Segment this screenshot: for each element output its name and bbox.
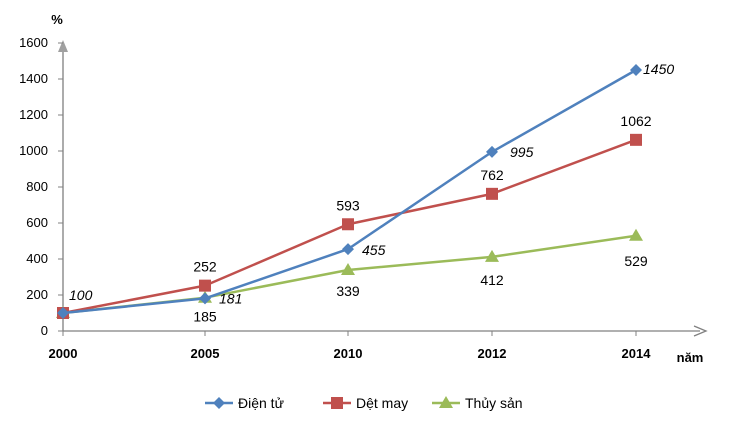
legend: Điện tử Dệt may Thủy sản	[205, 395, 523, 411]
legend-marker	[213, 397, 225, 409]
series-lines	[56, 64, 643, 319]
data-label: 529	[624, 253, 648, 269]
data-point	[341, 262, 355, 275]
x-tick-labels: 2000 2005 2010 2012 2014	[49, 346, 652, 361]
x-axis-arrow	[693, 325, 708, 337]
data-labels: 100 181 455 995 1450 252 593 762 1062 185 339 412 52…	[69, 61, 674, 325]
y-tick-label: 800	[26, 179, 48, 194]
legend-label: Thủy sản	[465, 395, 523, 411]
data-label: 593	[336, 197, 360, 213]
y-axis-label: %	[51, 12, 63, 27]
data-label: 1062	[620, 113, 651, 129]
y-tick-label: 200	[26, 287, 48, 302]
data-label: 455	[362, 242, 386, 258]
data-point	[630, 133, 642, 146]
data-label: 181	[219, 290, 242, 306]
data-point	[486, 145, 498, 158]
y-tick-label: 1000	[19, 143, 48, 158]
axes	[58, 40, 708, 337]
y-tick-label: 1200	[19, 107, 48, 122]
data-label: 252	[193, 259, 217, 275]
x-tick-label: 2005	[191, 346, 220, 361]
data-label: 1450	[643, 61, 674, 77]
x-tick-label: 2000	[49, 346, 78, 361]
y-tick-label: 400	[26, 251, 48, 266]
data-label: 995	[510, 144, 534, 160]
x-tick-label: 2012	[478, 346, 507, 361]
y-tick-label: 600	[26, 215, 48, 230]
data-label: 762	[480, 167, 504, 183]
legend-marker	[439, 396, 453, 408]
data-point	[199, 279, 211, 292]
y-axis-arrow	[58, 40, 68, 52]
data-point	[199, 292, 211, 305]
data-point	[629, 228, 643, 241]
x-tick-label: 2010	[334, 346, 363, 361]
legend-marker	[331, 397, 343, 409]
legend-label: Điện tử	[238, 395, 284, 411]
data-label: 185	[193, 309, 217, 325]
data-point	[342, 218, 354, 231]
data-point	[630, 64, 642, 76]
y-tick-label: 0	[41, 323, 48, 338]
data-point	[486, 187, 498, 200]
data-label: 339	[336, 283, 360, 299]
y-tick-labels: 0 200 400 600 800 1000 1200 1400 1600	[19, 35, 48, 338]
data-point	[342, 243, 354, 256]
data-label: 412	[480, 272, 504, 288]
data-point	[57, 307, 69, 319]
data-point	[485, 249, 499, 262]
x-axis-label: năm	[677, 350, 704, 365]
data-label: 100	[69, 287, 93, 303]
y-tick-label: 1400	[19, 71, 48, 86]
legend-label: Dệt may	[356, 395, 408, 411]
series-line	[62, 68, 637, 315]
x-tick-label: 2014	[622, 346, 652, 361]
y-tick-label: 1600	[19, 35, 48, 50]
